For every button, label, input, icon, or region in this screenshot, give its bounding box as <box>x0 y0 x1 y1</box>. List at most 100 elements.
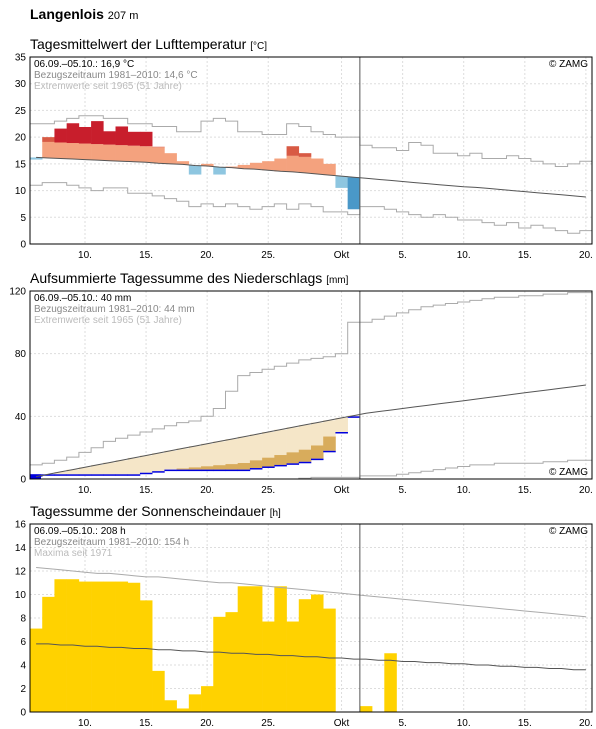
temperature-extreme-max-line <box>30 115 592 167</box>
temperature-xtick-label: 10. <box>457 250 471 261</box>
temperature-ytick-label: 5 <box>20 213 26 224</box>
sunshine-xtick-label: Okt <box>334 718 350 729</box>
sunshine-xtick-label: 5. <box>398 718 406 729</box>
sunshine-title-text: Tagessumme der Sonnenscheindauer <box>30 503 266 519</box>
sunshine-bar <box>188 694 202 712</box>
sunshine-info-line: Maxima seit 1971 <box>34 548 113 559</box>
sunshine-copyright: © ZAMG <box>549 526 588 537</box>
temperature-xtick-label: Okt <box>334 250 350 261</box>
precipitation-observed-step <box>262 466 275 468</box>
sunshine-bar <box>42 596 55 712</box>
temperature-ytick-label: 35 <box>15 53 27 64</box>
sunshine-bar <box>152 670 165 712</box>
sunshine-max-line <box>36 567 586 618</box>
temperature-bar-base <box>42 141 55 158</box>
sunshine-bar <box>139 600 153 712</box>
precipitation-extreme-max-line <box>30 292 592 466</box>
precipitation-deficit-band <box>249 434 263 469</box>
sunshine-xtick-label: 20. <box>579 718 593 729</box>
sunshine-bar <box>30 628 43 712</box>
sunshine-bar <box>115 581 129 712</box>
precipitation-initial-bar <box>30 474 41 479</box>
temperature-xtick-label: 20. <box>200 250 214 261</box>
temperature-ytick-label: 20 <box>15 133 27 144</box>
temperature-bar <box>262 161 275 171</box>
sunshine-ytick-label: 4 <box>20 661 26 672</box>
precipitation-observed-step <box>152 471 165 473</box>
precipitation-ytick-label: 40 <box>15 412 27 423</box>
precipitation-copyright: © ZAMG <box>549 467 588 478</box>
precipitation-info-line: Bezugszeitraum 1981–2010: 44 mm <box>34 304 195 315</box>
sunshine-xtick-label: 25. <box>261 718 275 729</box>
temperature-bar <box>115 126 129 146</box>
precipitation-xtick-label: 10. <box>78 485 92 496</box>
sunshine-ytick-label: 0 <box>20 708 26 719</box>
sunshine-bar <box>78 581 92 712</box>
temperature-bar-base <box>139 146 153 163</box>
precipitation-normal-band <box>286 452 300 464</box>
sunshine-bar <box>359 706 373 712</box>
precipitation-observed-step <box>103 474 116 476</box>
temperature-info-line: Extremwerte seit 1965 (51 Jahre) <box>34 81 182 92</box>
temperature-bar <box>91 121 104 145</box>
precipitation-observed-step <box>66 474 80 476</box>
precipitation-deficit-band <box>164 450 177 470</box>
sunshine-climate-line <box>36 643 586 671</box>
temperature-bar-base <box>127 145 141 162</box>
temperature-bar <box>164 153 177 164</box>
precipitation-deficit-band <box>127 457 141 475</box>
precipitation-deficit-band <box>91 464 104 475</box>
precipitation-ytick-label: 0 <box>20 475 26 486</box>
precipitation-observed-step <box>139 472 153 475</box>
precipitation-observed-step <box>188 469 202 472</box>
temperature-bar <box>213 167 226 175</box>
temperature-ytick-label: 0 <box>20 240 26 251</box>
precipitation-observed-step <box>286 463 300 465</box>
precipitation-normal-band <box>298 449 312 462</box>
temperature-bar-base <box>78 143 92 160</box>
sunshine-xtick-label: 15. <box>518 718 532 729</box>
temperature-bar <box>103 131 116 145</box>
sunshine-bar <box>311 594 324 712</box>
precipitation-deficit-band <box>201 443 214 470</box>
precipitation-normal-band <box>249 460 263 469</box>
temperature-bar <box>30 157 43 160</box>
temperature-ytick-label: 15 <box>15 159 27 170</box>
temperature-bar <box>201 163 214 166</box>
temperature-bar-base <box>286 155 300 172</box>
precipitation-deficit-band <box>237 436 251 470</box>
temperature-ytick-label: 10 <box>15 186 27 197</box>
sunshine-bar <box>127 582 141 712</box>
temperature-climate-line <box>36 156 586 198</box>
sunshine-bar <box>286 621 300 712</box>
temperature-bar <box>139 131 153 147</box>
temperature-bar <box>127 131 141 146</box>
temperature-bar-base <box>298 156 312 173</box>
sunshine-bar <box>201 686 214 712</box>
precipitation-observed-step <box>347 416 361 418</box>
precipitation-deficit-band <box>66 469 80 475</box>
precipitation-observed-step <box>201 469 214 472</box>
sunshine-ytick-label: 14 <box>15 543 27 554</box>
precipitation-deficit-band <box>54 471 67 475</box>
sunshine-bar <box>213 616 226 712</box>
precipitation-deficit-band <box>115 460 129 475</box>
precipitation-observed-step <box>213 469 226 472</box>
station-header: Langenlois 207 m <box>30 6 138 22</box>
sunshine-ytick-label: 16 <box>15 520 27 531</box>
sunshine-ytick-label: 8 <box>20 614 26 625</box>
temperature-bar-base <box>115 145 129 162</box>
temperature-bar <box>176 161 190 165</box>
temperature-bar <box>225 166 238 168</box>
precipitation-deficit-band <box>225 439 238 470</box>
temperature-xtick-label: 20. <box>579 250 593 261</box>
temperature-ytick-label: 30 <box>15 79 27 90</box>
sunshine-xtick-label: 15. <box>139 718 153 729</box>
precipitation-observed-step <box>225 469 238 472</box>
temperature-bar-base <box>152 147 165 164</box>
sunshine-bar <box>384 653 397 712</box>
precipitation-normal-band <box>274 455 287 465</box>
precipitation-observed-step <box>115 474 129 476</box>
precipitation-observed-step <box>127 474 141 476</box>
sunshine-xtick-label: 10. <box>78 718 92 729</box>
